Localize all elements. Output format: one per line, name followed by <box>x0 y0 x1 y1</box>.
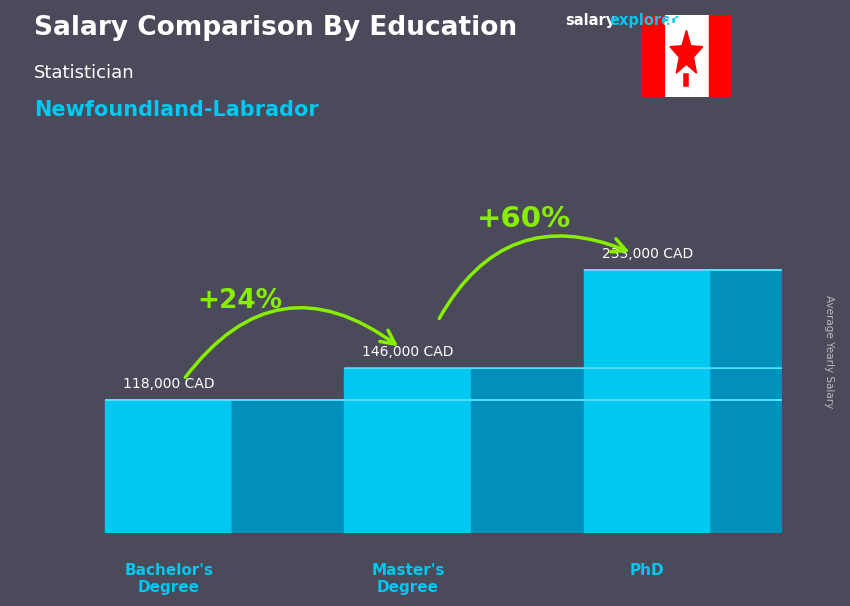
Polygon shape <box>472 360 850 533</box>
Polygon shape <box>584 262 850 270</box>
Polygon shape <box>105 391 850 400</box>
Bar <box>709 15 731 97</box>
Text: .com: .com <box>662 13 701 28</box>
Bar <box>642 15 664 97</box>
Text: 146,000 CAD: 146,000 CAD <box>362 345 454 359</box>
Text: Salary Comparison By Education: Salary Comparison By Education <box>34 15 517 41</box>
Text: 233,000 CAD: 233,000 CAD <box>602 247 693 261</box>
Text: Master's
Degree: Master's Degree <box>371 562 445 595</box>
Text: +60%: +60% <box>477 205 571 233</box>
Bar <box>664 15 709 97</box>
Text: 118,000 CAD: 118,000 CAD <box>123 377 214 391</box>
Polygon shape <box>105 400 232 533</box>
Polygon shape <box>670 30 703 73</box>
Text: salary: salary <box>565 13 615 28</box>
Polygon shape <box>344 368 472 533</box>
Text: +24%: +24% <box>197 287 282 313</box>
Text: Average Yearly Salary: Average Yearly Salary <box>824 295 834 408</box>
Text: Bachelor's
Degree: Bachelor's Degree <box>124 562 213 595</box>
Text: PhD: PhD <box>630 562 665 578</box>
Polygon shape <box>344 360 850 368</box>
Text: Newfoundland-Labrador: Newfoundland-Labrador <box>34 100 319 120</box>
Polygon shape <box>584 270 711 533</box>
Text: explorer: explorer <box>609 13 679 28</box>
Text: Statistician: Statistician <box>34 64 134 82</box>
Polygon shape <box>711 262 850 533</box>
Polygon shape <box>232 391 850 533</box>
